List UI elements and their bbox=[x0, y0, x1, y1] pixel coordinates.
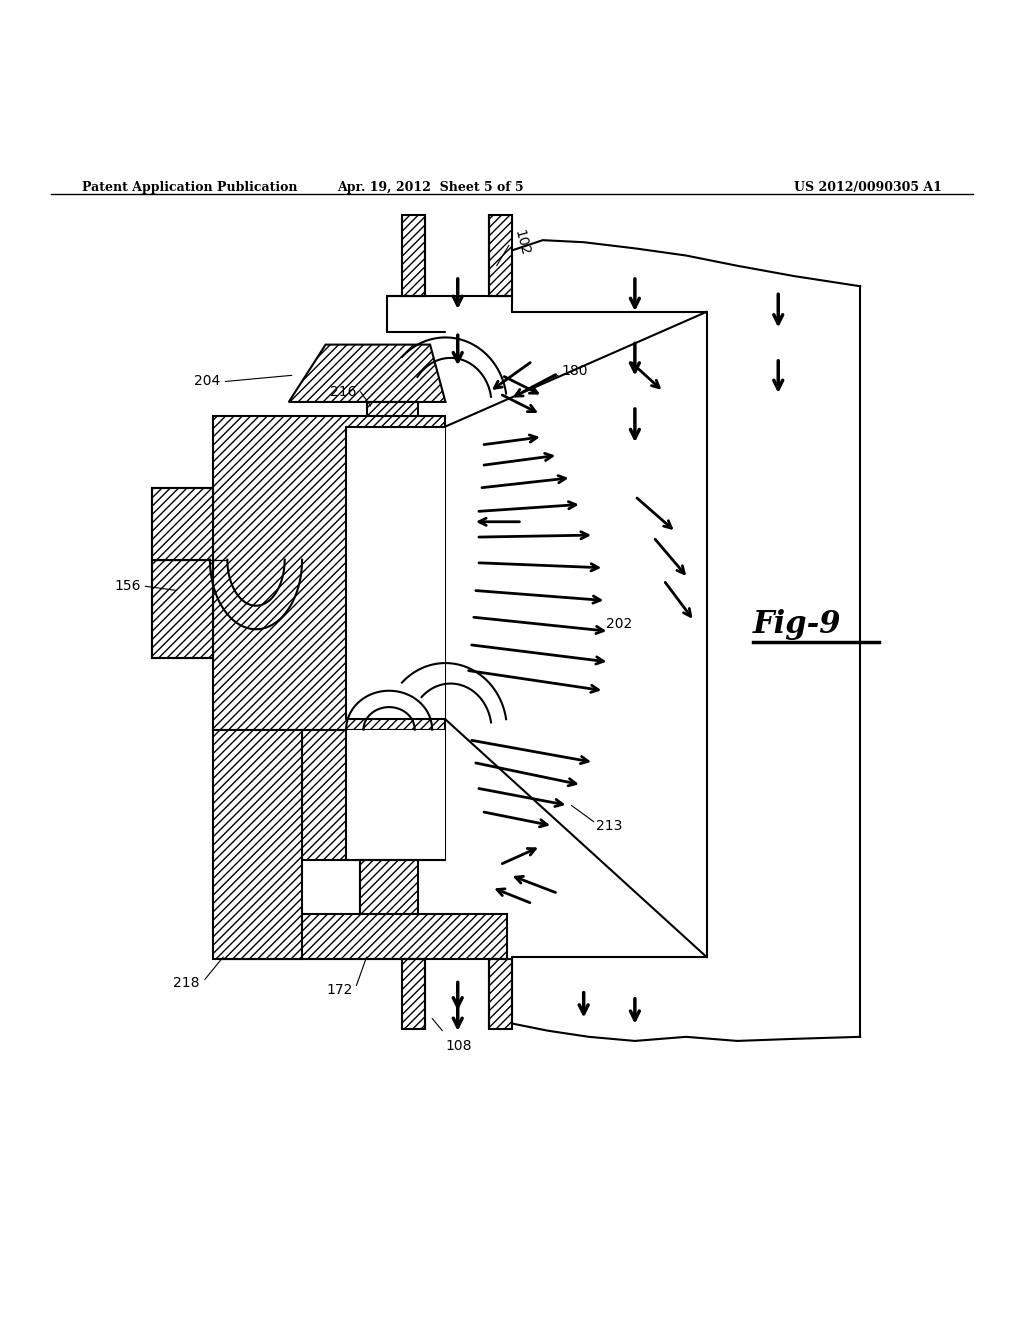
Text: 108: 108 bbox=[445, 1039, 472, 1053]
Polygon shape bbox=[367, 403, 418, 463]
Text: 102: 102 bbox=[512, 227, 532, 257]
Text: 202: 202 bbox=[606, 618, 633, 631]
Text: 172: 172 bbox=[327, 982, 353, 997]
Polygon shape bbox=[402, 960, 425, 1028]
Text: 216: 216 bbox=[330, 384, 356, 399]
Text: 156: 156 bbox=[115, 579, 141, 593]
Polygon shape bbox=[289, 345, 445, 403]
Polygon shape bbox=[346, 730, 445, 859]
Text: 180: 180 bbox=[561, 364, 588, 379]
Polygon shape bbox=[152, 488, 213, 657]
Polygon shape bbox=[213, 416, 445, 730]
Polygon shape bbox=[402, 215, 425, 297]
Polygon shape bbox=[213, 730, 302, 960]
Polygon shape bbox=[346, 426, 445, 719]
Text: US 2012/0090305 A1: US 2012/0090305 A1 bbox=[795, 181, 942, 194]
Text: 218: 218 bbox=[173, 975, 200, 990]
Text: 213: 213 bbox=[596, 818, 623, 833]
Text: 204: 204 bbox=[194, 375, 220, 388]
Polygon shape bbox=[360, 859, 418, 917]
Text: Patent Application Publication: Patent Application Publication bbox=[82, 181, 297, 194]
Polygon shape bbox=[489, 960, 512, 1028]
Polygon shape bbox=[220, 913, 507, 960]
Polygon shape bbox=[489, 215, 512, 297]
Polygon shape bbox=[302, 730, 445, 859]
Text: Apr. 19, 2012  Sheet 5 of 5: Apr. 19, 2012 Sheet 5 of 5 bbox=[337, 181, 523, 194]
Text: Fig-9: Fig-9 bbox=[753, 609, 841, 640]
